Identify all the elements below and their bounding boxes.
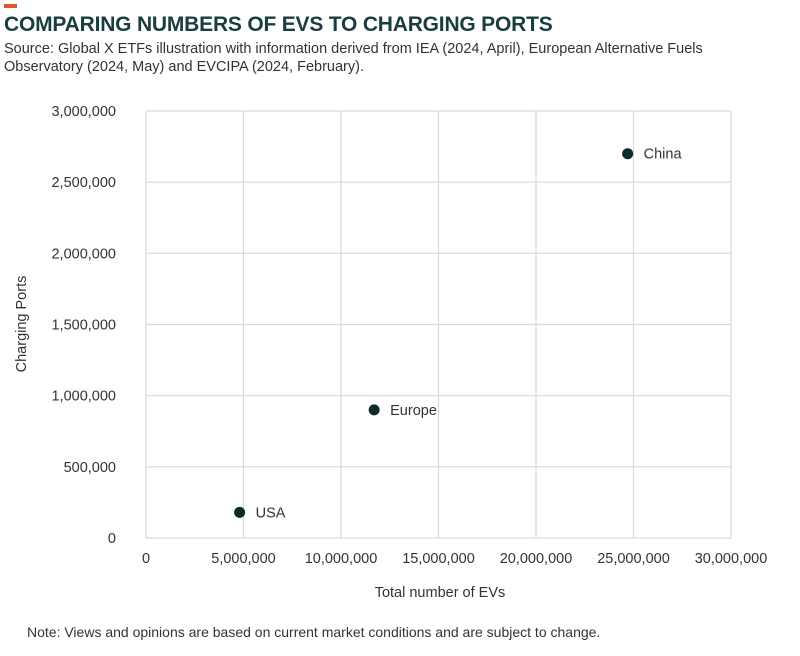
y-tick-label: 2,500,000 (51, 175, 116, 191)
data-point-label: USA (256, 505, 286, 521)
y-axis-ticks: 0 500,000 1,000,000 1,500,000 2,000,000 2,500… (51, 104, 116, 547)
y-tick-label: 1,500,000 (51, 318, 116, 334)
footer-note: Note: Views and opinions are based on cu… (27, 624, 601, 640)
x-tick-label: 10,000,000 (305, 551, 378, 567)
y-tick-label: 500,000 (64, 460, 116, 476)
x-axis-ticks: 0 5,000,000 10,000,000 15,000,000 20,000,000… (142, 551, 767, 567)
x-tick-label: 25,000,000 (597, 551, 670, 567)
y-tick-label: 0 (108, 531, 116, 547)
x-tick-label: 20,000,000 (500, 551, 573, 567)
x-axis-label: Total number of EVs (375, 585, 506, 601)
scatter-chart: 0 500,000 1,000,000 1,500,000 2,000,000 2,500… (14, 104, 767, 601)
data-point (368, 404, 380, 416)
y-tick-label: 2,000,000 (51, 246, 116, 262)
x-tick-label: 5,000,000 (211, 551, 276, 567)
x-tick-label: 0 (142, 551, 150, 567)
x-tick-label: 15,000,000 (402, 551, 475, 567)
x-tick-label: 30,000,000 (695, 551, 768, 567)
data-point-label: China (644, 147, 683, 163)
y-axis-label: Charging Ports (14, 276, 30, 373)
source-note: Source: Global X ETFs illustration with … (4, 41, 703, 75)
data-point (622, 148, 634, 160)
title-accent-bar (4, 4, 17, 8)
chart-title: COMPARING NUMBERS OF EVS TO CHARGING POR… (4, 13, 553, 36)
data-point (234, 506, 246, 518)
y-tick-label: 3,000,000 (51, 104, 116, 120)
y-tick-label: 1,000,000 (51, 389, 116, 405)
gridlines (145, 110, 732, 539)
data-points: China Europe USA (234, 147, 683, 521)
data-point-label: Europe (390, 403, 437, 419)
